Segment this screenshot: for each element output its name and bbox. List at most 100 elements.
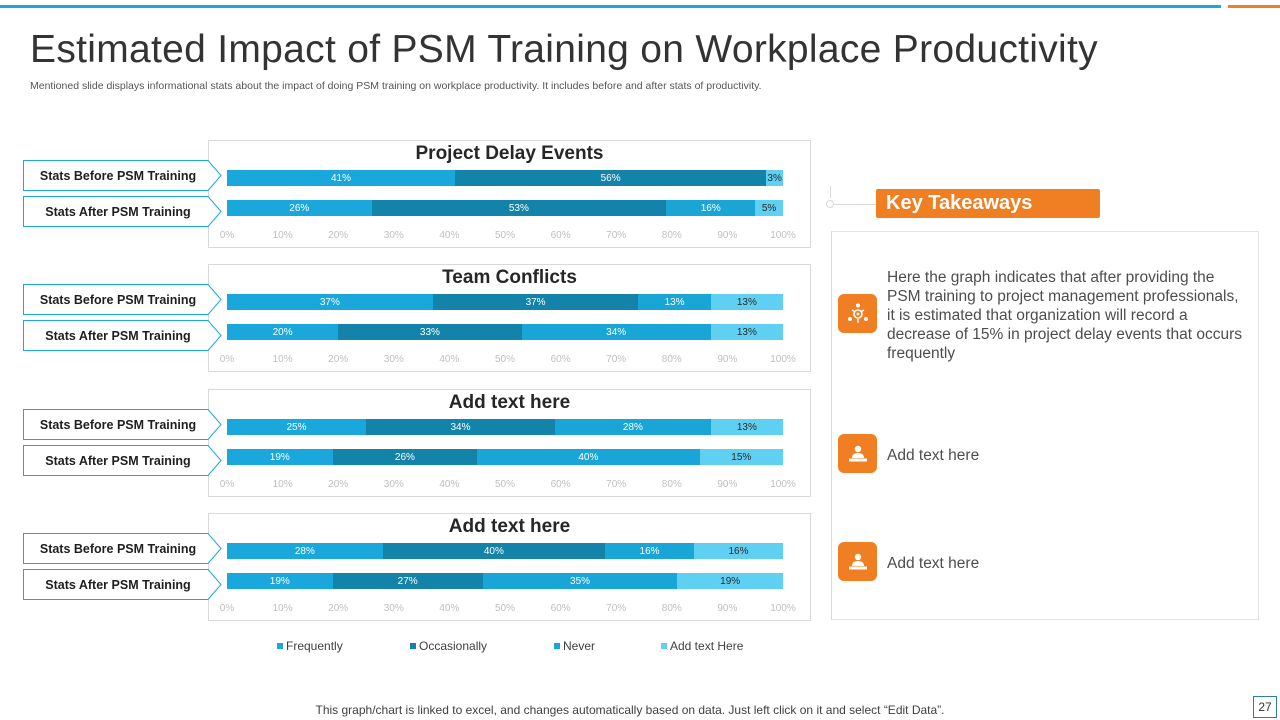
label-arrow-shape [23,160,222,191]
axis-tick-label: 80% [661,354,682,365]
axis-tick-label: 20% [328,354,349,365]
bar-before: 41% 56% 3% [227,170,783,186]
chart-panel: Add text here [208,513,811,621]
axis-tick-label: 30% [383,603,404,614]
bar-segment-add-text-here: 3% [766,170,783,186]
page-title: Estimated Impact of PSM Training on Work… [30,28,1098,71]
legend-item-add-text: Add text Here [661,639,743,653]
bar-segment-add-text-here: 5% [755,200,783,216]
axis-tick-label: 60% [550,230,571,241]
bar-segment-occasionally: 56% [454,170,767,186]
bar-after: 26% 53% 16% 5% [227,200,783,216]
chart-panel: Add text here [208,389,811,497]
axis-tick-label: 30% [383,230,404,241]
axis-tick-label: 20% [328,479,349,490]
axis-tick-label: 70% [606,479,627,490]
axis-tick-label: 100% [770,354,796,365]
axis-tick-label: 100% [770,603,796,614]
axis-tick-label: 60% [550,354,571,365]
bar-segment-occasionally: 33% [338,324,522,340]
bar-segment-frequently: 20% [227,324,339,340]
axis-tick-label: 40% [439,479,460,490]
bar-segment-never: 13% [638,294,711,310]
bar-segment-never: 16% [605,543,695,559]
bar-before: 25% 34% 28% 13% [227,419,783,435]
takeaway-text-1: Here the graph indicates that after prov… [887,269,1242,362]
legend-label: Never [563,639,596,653]
bar-segment-never: 35% [482,573,678,589]
bar-segment-frequently: 26% [227,200,372,216]
takeaways-connector-line [834,204,876,205]
bar-segment-add-text-here: 19% [677,573,783,589]
bar-after: 19% 26% 40% 15% [227,449,783,465]
takeaways-connector-vertical [830,186,831,198]
bar-segment-add-text-here: 13% [710,324,783,340]
label-arrow-shape [23,533,222,564]
row-label-text: Stats Before PSM Training [39,292,197,307]
label-arrow-shape [23,320,222,351]
axis-tick-label: 70% [606,230,627,241]
bar-segment-never: 28% [555,419,711,435]
axis-tick-label: 30% [383,479,404,490]
bar-segment-frequently: 37% [227,294,433,310]
bar-segment-never: 40% [477,449,700,465]
axis-tick-label: 70% [606,603,627,614]
row-label-text: Stats Before PSM Training [39,541,197,556]
takeaways-title: Key Takeaways [876,189,1100,218]
bar-segment-add-text-here: 15% [699,449,783,465]
person-desk-icon [838,434,877,473]
bar-segment-add-text-here: 16% [694,543,783,559]
bar-segment-add-text-here: 13% [710,294,783,310]
takeaway-text-2: Add text here [887,447,980,464]
legend-item-never: Never [554,639,595,653]
legend-swatch [661,643,667,649]
top-accent-line-orange [1228,5,1280,8]
row-label-text: Stats After PSM Training [45,204,191,219]
footer-note: This graph/chart is linked to excel, and… [315,703,945,717]
axis-tick-label: 30% [383,354,404,365]
axis-tick-label: 80% [661,603,682,614]
bar-segment-frequently: 28% [227,543,383,559]
page-subtitle: Mentioned slide displays informational s… [30,80,762,92]
legend-label: Add text Here [670,639,744,653]
team-process-icon [838,294,877,333]
axis-tick-label: 0% [219,603,235,614]
chart-title: Team Conflicts [442,267,577,288]
axis-tick-label: 100% [770,479,796,490]
axis-tick-label: 50% [494,479,515,490]
chart-panel: Project Delay Events [208,140,811,248]
top-accent-line-blue [0,5,1221,8]
label-arrow-shape [23,284,222,315]
axis-tick-label: 10% [272,603,293,614]
axis-tick-label: 20% [328,230,349,241]
axis-tick-label: 100% [770,230,796,241]
axis-tick-label: 0% [219,354,235,365]
bar-after: 20% 33% 34% 13% [227,324,783,340]
row-label-text: Stats Before PSM Training [39,417,197,432]
legend-item-frequently: Frequently [277,639,343,653]
legend-swatch [277,643,283,649]
row-label-text: Stats Before PSM Training [39,168,197,183]
axis-tick-label: 20% [328,603,349,614]
axis-tick-label: 60% [550,603,571,614]
bar-segment-frequently: 19% [227,573,333,589]
legend-swatch [554,643,560,649]
axis-tick-label: 10% [272,230,293,241]
bar-before: 37% 37% 13% 13% [227,294,783,310]
legend-item-occasionally: Occasionally [410,639,487,653]
legend-label: Occasionally [419,639,488,653]
label-arrow-shape [23,445,222,476]
bar-segment-occasionally: 26% [332,449,478,465]
bar-segment-frequently: 19% [227,449,333,465]
bar-segment-frequently: 25% [227,419,366,435]
axis-tick-label: 80% [661,230,682,241]
bar-segment-occasionally: 40% [382,543,606,559]
bar-segment-occasionally: 27% [332,573,483,589]
axis-tick-label: 50% [494,230,515,241]
bar-segment-never: 34% [521,324,711,340]
axis-tick-label: 40% [439,230,460,241]
axis-tick-label: 90% [717,479,738,490]
bar-after: 19% 27% 35% 19% [227,573,783,589]
chart-title: Project Delay Events [415,143,604,164]
bar-segment-occasionally: 34% [366,419,556,435]
